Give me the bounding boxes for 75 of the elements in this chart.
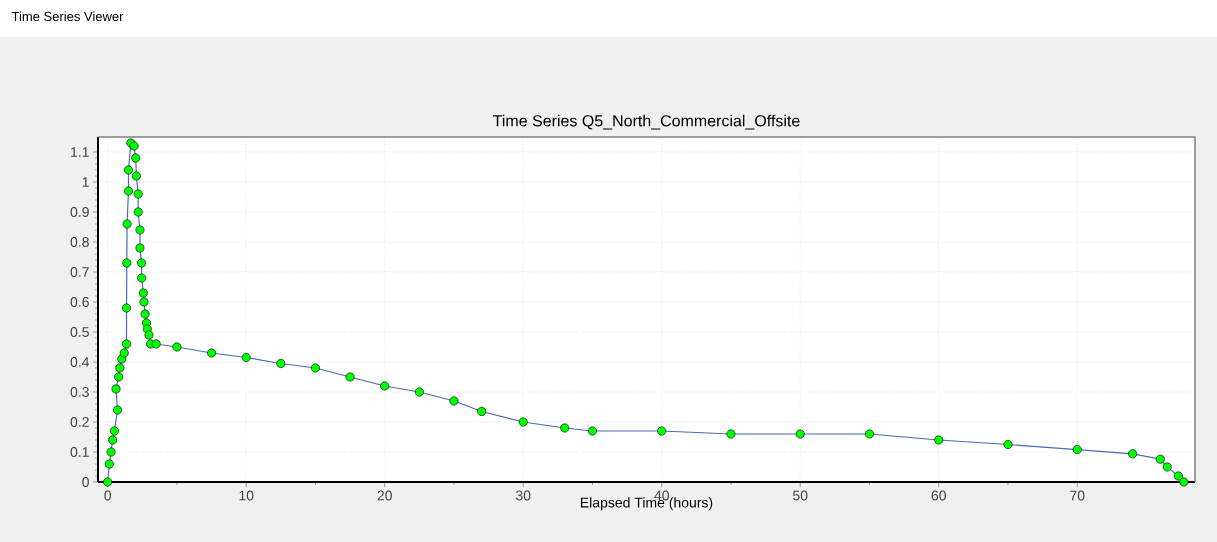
y-tick-label: 1.1	[71, 147, 89, 157]
point	[1155, 454, 1165, 464]
text: Time Series Viewer	[11, 11, 124, 22]
x-tick-label: 70	[1070, 490, 1085, 501]
point	[122, 258, 132, 268]
y-tick-label: 0.6	[70, 297, 89, 307]
point	[109, 426, 119, 436]
x-tick-label: 50	[793, 490, 808, 501]
point	[380, 381, 390, 391]
point	[135, 225, 145, 235]
point	[133, 189, 143, 199]
point	[113, 405, 123, 415]
point	[207, 348, 217, 358]
point	[123, 186, 133, 196]
point	[1072, 445, 1082, 455]
y-tick-label: 0.4	[70, 357, 90, 367]
point	[115, 363, 125, 373]
y-tick-label: 0.3	[70, 387, 89, 397]
point	[111, 384, 121, 394]
point	[133, 207, 143, 217]
y-tick-label: 0.8	[70, 237, 89, 247]
point	[122, 339, 132, 349]
point	[1128, 449, 1138, 459]
point	[864, 429, 874, 439]
chart-title: Time Series Q5_North_Commercial_Offsite	[493, 114, 800, 130]
point	[131, 171, 141, 181]
point	[137, 273, 147, 283]
point	[1162, 462, 1172, 472]
x-tick-label: 60	[931, 490, 946, 501]
point	[657, 426, 667, 436]
point	[123, 165, 133, 175]
y-tick-label: 0.9	[70, 207, 89, 217]
point	[114, 372, 124, 382]
point	[151, 339, 161, 349]
point	[414, 387, 424, 397]
point	[106, 447, 116, 457]
y-tick-label: 0.2	[70, 417, 89, 427]
x-tick-label: 10	[239, 490, 254, 501]
x-tick-label: 0	[104, 490, 112, 501]
point	[477, 407, 487, 416]
point	[345, 372, 355, 382]
point	[726, 429, 736, 439]
point	[138, 288, 148, 298]
point	[560, 423, 570, 433]
point	[135, 243, 145, 253]
point	[518, 417, 528, 427]
point	[449, 396, 459, 406]
point	[137, 258, 147, 268]
point	[310, 363, 320, 373]
point	[934, 435, 944, 445]
point	[1003, 440, 1013, 449]
x-tick-label: 20	[377, 490, 392, 501]
point	[119, 348, 129, 358]
point	[131, 153, 141, 163]
point	[144, 330, 154, 340]
point	[122, 303, 132, 313]
y-tick-label: 0	[82, 477, 89, 487]
point	[103, 477, 113, 487]
point	[140, 309, 150, 319]
point	[122, 219, 132, 229]
point	[172, 342, 182, 352]
point	[108, 435, 118, 445]
point	[139, 297, 149, 307]
point	[241, 353, 251, 362]
y-tick-label: 0.7	[70, 267, 89, 277]
point	[276, 359, 286, 368]
point	[1173, 471, 1183, 481]
y-tick-label: 1	[82, 177, 89, 187]
y-tick-label: 0.5	[70, 327, 89, 337]
x-tick-label: 30	[515, 490, 531, 501]
point	[1179, 477, 1189, 487]
point	[587, 426, 597, 436]
point	[104, 459, 114, 469]
y-tick-label: 0.1	[70, 447, 89, 457]
point	[795, 429, 805, 439]
